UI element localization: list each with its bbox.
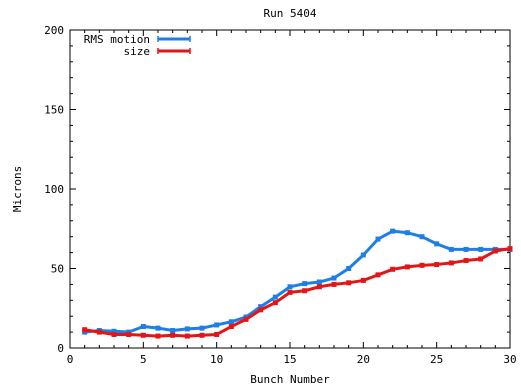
- series-rms-motion: [82, 228, 513, 335]
- legend: RMS motion size: [84, 33, 191, 58]
- data-point-size: [492, 248, 498, 254]
- data-point-rms-motion: [199, 325, 205, 331]
- data-point-size: [184, 333, 190, 339]
- data-point-rms-motion: [258, 304, 264, 310]
- series-layer: [82, 228, 513, 339]
- data-point-rms-motion: [434, 241, 440, 247]
- data-point-size: [170, 332, 176, 338]
- legend-swatch-rms-motion: [157, 36, 191, 42]
- y-tick-label: 100: [44, 183, 64, 196]
- plot-area-frame: [69, 29, 511, 349]
- data-point-rms-motion: [214, 322, 220, 328]
- data-point-size: [507, 246, 513, 252]
- legend-swatch-size: [157, 48, 191, 54]
- series-line-size: [84, 247, 511, 338]
- data-point-rms-motion: [346, 266, 352, 271]
- data-point-size: [214, 331, 220, 337]
- data-point-size: [258, 307, 264, 313]
- data-point-size: [287, 289, 293, 295]
- legend-label-size: size: [124, 45, 151, 58]
- data-point-rms-motion: [390, 228, 396, 234]
- data-point-size: [404, 264, 410, 270]
- data-point-size: [199, 332, 205, 338]
- data-point-size: [111, 331, 117, 337]
- x-tick-label: 10: [210, 353, 223, 366]
- y-axis-label: Microns: [11, 166, 24, 212]
- data-point-rms-motion: [155, 325, 161, 331]
- legend-label-rms-motion: RMS motion: [84, 33, 150, 46]
- data-point-size: [434, 262, 440, 268]
- data-point-size: [375, 272, 381, 278]
- data-point-size: [346, 280, 352, 286]
- y-tick-label: 200: [44, 24, 64, 37]
- data-point-rms-motion: [331, 275, 337, 281]
- data-point-size: [272, 300, 278, 306]
- y-tick-label: 150: [44, 104, 64, 117]
- data-point-size: [316, 284, 322, 290]
- data-point-rms-motion: [478, 246, 484, 252]
- data-point-rms-motion: [375, 236, 381, 242]
- data-point-rms-motion: [111, 328, 117, 334]
- data-point-rms-motion: [316, 279, 322, 285]
- data-point-size: [96, 329, 102, 335]
- data-point-size: [228, 324, 234, 330]
- data-point-size: [82, 327, 88, 333]
- data-point-rms-motion: [287, 284, 293, 290]
- data-point-size: [243, 316, 249, 322]
- data-point-rms-motion: [463, 246, 469, 252]
- data-point-rms-motion: [140, 324, 146, 330]
- x-tick-label: 5: [140, 353, 147, 366]
- data-point-size: [478, 256, 484, 262]
- data-point-rms-motion: [228, 319, 234, 325]
- data-point-rms-motion: [184, 326, 190, 332]
- y-tick-label: 50: [51, 263, 64, 276]
- chart-title: Run 5404: [264, 7, 317, 20]
- data-point-size: [331, 281, 337, 287]
- data-point-size: [140, 332, 146, 338]
- data-point-rms-motion: [448, 246, 454, 252]
- data-point-rms-motion: [360, 252, 366, 258]
- x-tick-label: 30: [503, 353, 516, 366]
- y-tick-labels: 0 50 100 150 200: [44, 24, 64, 355]
- data-point-rms-motion: [302, 281, 308, 287]
- data-point-size: [463, 258, 469, 264]
- x-tick-label: 20: [357, 353, 370, 366]
- axis-ticks: [69, 29, 511, 349]
- series-size: [82, 246, 513, 339]
- data-point-size: [419, 262, 425, 268]
- series-line-rms-motion: [84, 229, 510, 334]
- x-tick-label: 15: [283, 353, 296, 366]
- x-tick-labels: 0 5 10 15 20 25 30: [67, 353, 517, 366]
- data-point-size: [360, 277, 366, 283]
- y-tick-label: 0: [57, 342, 64, 355]
- data-point-size: [448, 260, 454, 266]
- x-tick-label: 25: [430, 353, 443, 366]
- data-point-rms-motion: [170, 328, 176, 334]
- x-tick-label: 0: [67, 353, 74, 366]
- data-point-size: [302, 288, 308, 294]
- data-point-size: [126, 331, 132, 337]
- x-axis-label: Bunch Number: [250, 373, 330, 386]
- data-point-rms-motion: [419, 234, 425, 240]
- data-point-rms-motion: [272, 294, 278, 300]
- data-point-size: [390, 266, 396, 272]
- data-point-rms-motion: [404, 230, 410, 236]
- data-point-size: [155, 333, 161, 339]
